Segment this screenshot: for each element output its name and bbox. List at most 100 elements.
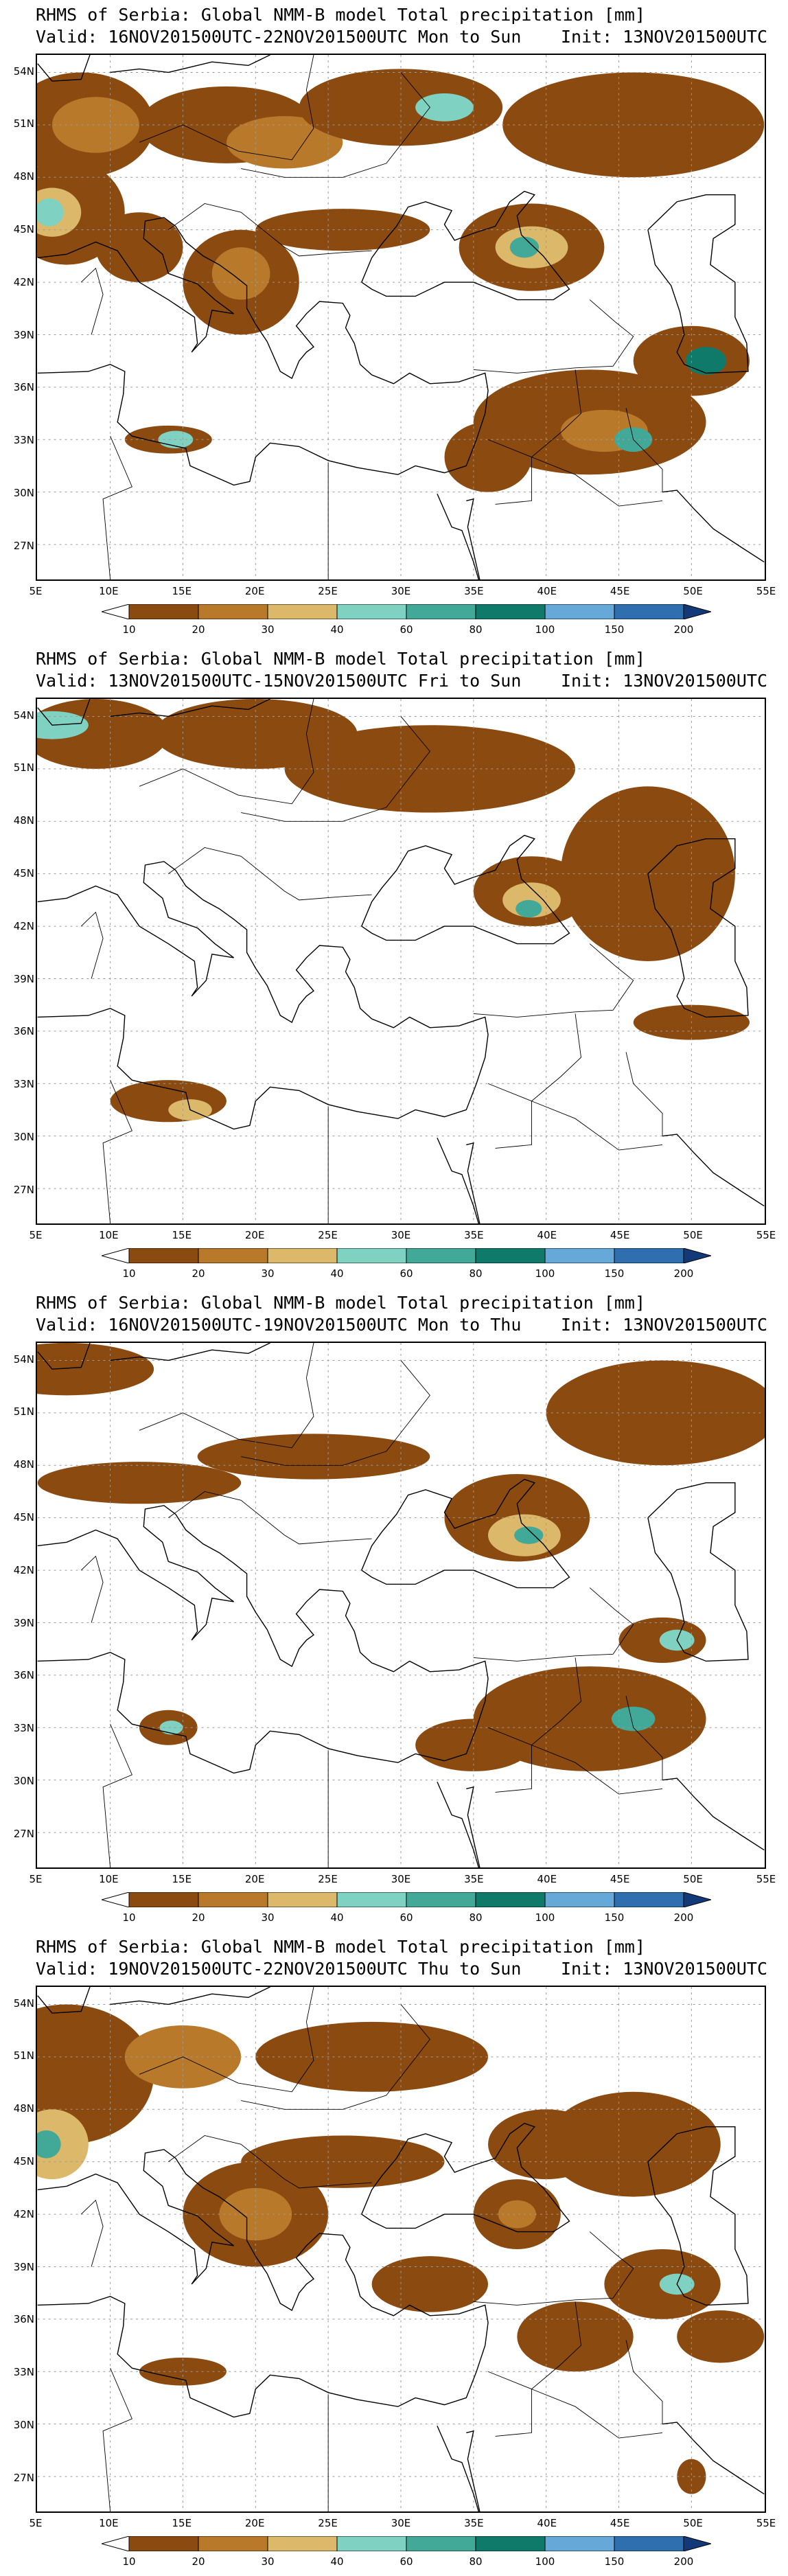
precip-area (110, 1080, 227, 1123)
coastline (647, 838, 749, 1018)
longitude-label: 55E (756, 1229, 776, 1241)
precipitation-map (36, 54, 766, 581)
colorbar-segment (336, 1248, 407, 1263)
longitude-label: 30E (391, 2517, 411, 2529)
colorbar-level-label: 40 (330, 2555, 344, 2568)
precip-area (241, 2135, 445, 2188)
longitude-label: 10E (99, 1873, 119, 1885)
colorbar-level-label: 200 (673, 2555, 694, 2568)
precip-area (509, 236, 540, 258)
colorbar-segment (475, 2536, 546, 2551)
colorbar-level-label: 30 (261, 1911, 275, 1924)
precip-area (211, 247, 270, 300)
latitude-label: 33N (13, 1078, 34, 1091)
country-border (139, 1987, 314, 2093)
precip-area (515, 899, 542, 918)
colorbar-level-label: 60 (399, 623, 413, 636)
precip-area (219, 2187, 292, 2241)
coastline (110, 55, 270, 73)
longitude-label: 5E (29, 585, 43, 597)
colorbar-overflow-triangle (683, 2536, 711, 2551)
country-border (487, 439, 532, 505)
latitude-label: 33N (13, 434, 34, 447)
latitude-label: 51N (13, 761, 34, 774)
colorbar-segment (544, 604, 615, 619)
colorbar-level-label: 30 (261, 1267, 275, 1280)
colorbar-segment (406, 604, 476, 619)
coastline (361, 834, 570, 945)
colorbar-segment (198, 1248, 268, 1263)
country-border (531, 1657, 581, 1746)
longitude-label: 10E (99, 585, 119, 597)
latitude-label: 39N (13, 328, 34, 341)
colorbar-segment (267, 604, 338, 619)
precip-area (37, 72, 154, 178)
precip-area (284, 725, 576, 813)
colorbar-segment (544, 1248, 615, 1263)
longitude-label: 45E (610, 1873, 630, 1885)
latitude-label: 45N (13, 1511, 34, 1523)
country-border (531, 1101, 663, 1151)
panel-title: RHMS of Serbia: Global NMM-B model Total… (36, 5, 646, 25)
coastline (437, 493, 480, 579)
latitude-label: 42N (13, 1563, 34, 1576)
colorbar-level-label: 100 (535, 1911, 555, 1924)
country-border (625, 1696, 663, 1780)
colorbar-segment (128, 604, 199, 619)
colorbar-segment (475, 1892, 546, 1907)
colorbar-segment (614, 2536, 684, 2551)
precipitation-map (36, 1342, 766, 1869)
country-border (473, 2231, 634, 2305)
colorbar-level-label: 60 (399, 1267, 413, 1280)
latitude-label: 36N (13, 381, 34, 394)
latitude-label: 48N (13, 2102, 34, 2115)
init-time: Init: 13NOV201500UTC (560, 1959, 767, 1979)
longitude-label: 40E (537, 2517, 557, 2529)
longitude-label: 35E (464, 2517, 484, 2529)
longitude-label: 35E (464, 1873, 484, 1885)
valid-period: Valid: 19NOV201500UTC-22NOV201500UTC Thu… (36, 1959, 522, 1979)
precip-area (226, 116, 343, 169)
coastline (437, 2425, 480, 2511)
country-border (168, 847, 372, 901)
longitude-label: 45E (610, 2517, 630, 2529)
colorbar-underflow-triangle (102, 604, 130, 619)
colorbar-level-label: 10 (122, 2555, 136, 2568)
coastline (361, 190, 570, 301)
colorbar-segment (614, 1892, 684, 1907)
colorbar-segment (128, 1892, 199, 1907)
longitude-label: 5E (29, 1873, 43, 1885)
precip-area (415, 1718, 532, 1771)
latitude-label: 54N (13, 1353, 34, 1366)
colorbar-segment (406, 1248, 476, 1263)
longitude-label: 40E (537, 1873, 557, 1885)
coastline (662, 2422, 765, 2495)
coastline (647, 1482, 749, 1662)
longitude-label: 15E (172, 2517, 192, 2529)
coastline (662, 490, 765, 563)
coastline (37, 861, 489, 1130)
country-border (241, 72, 430, 178)
longitude-label: 35E (464, 1229, 484, 1241)
colorbar-segment (267, 1892, 338, 1907)
forecast-panel-3: RHMS of Serbia: Global NMM-B model Total… (0, 1288, 788, 1932)
latitude-label: 27N (13, 2471, 34, 2484)
longitude-label: 20E (244, 1229, 265, 1241)
longitude-label: 15E (172, 1229, 192, 1241)
longitude-label: 40E (537, 585, 557, 597)
latitude-label: 42N (13, 2207, 34, 2220)
colorbar-overflow-triangle (683, 604, 711, 619)
precip-area (197, 1434, 430, 1480)
coastline (647, 2126, 749, 2306)
precipitation-map (36, 1986, 766, 2513)
latitude-label: 27N (13, 1183, 34, 1196)
country-border (80, 267, 104, 335)
country-border (102, 2368, 132, 2511)
longitude-label: 30E (391, 585, 411, 597)
map-canvas (37, 1343, 765, 1867)
colorbar-level-label: 150 (604, 2555, 625, 2568)
colorbar-level-label: 30 (261, 2555, 275, 2568)
colorbar-level-label: 20 (192, 1267, 205, 1280)
country-border (102, 436, 132, 579)
longitude-label: 30E (391, 1873, 411, 1885)
